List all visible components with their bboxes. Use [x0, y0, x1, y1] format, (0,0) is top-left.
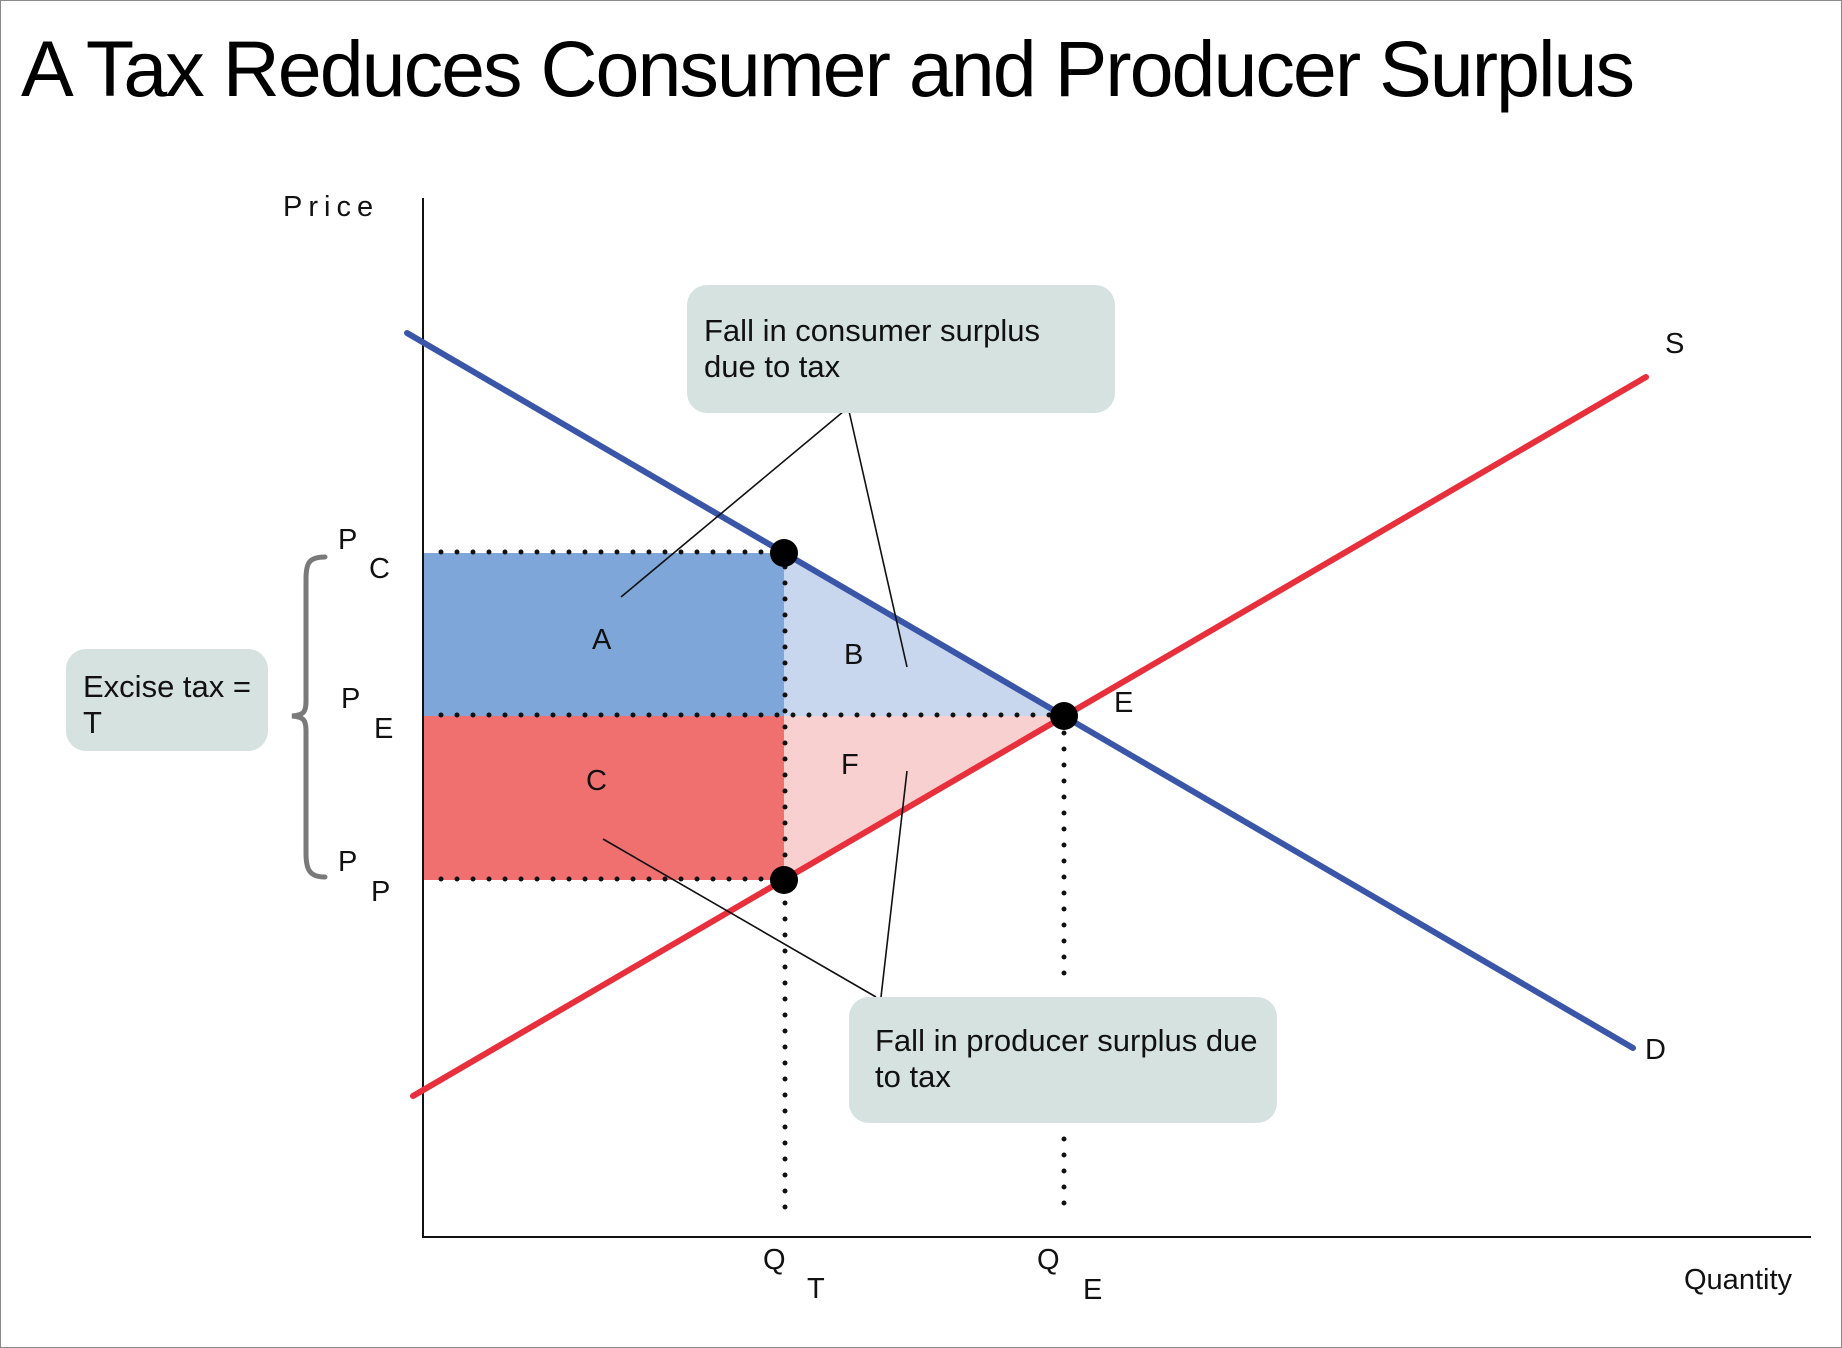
- demand-label: D: [1645, 1034, 1666, 1066]
- supply-curve: [410, 374, 1649, 1099]
- x-axis-label: Quantity: [1684, 1264, 1792, 1296]
- consumer-pointer-b: [848, 410, 908, 668]
- pp-label-main: P: [338, 846, 357, 878]
- consumer-pointer-a: [620, 410, 845, 598]
- region-a-label: A: [592, 624, 612, 656]
- y-axis-label: Price: [283, 191, 379, 223]
- region-b-label: B: [844, 639, 863, 671]
- region-a-consumer-rect: [423, 553, 784, 716]
- qt-label-main: Q: [763, 1244, 786, 1276]
- supply-label: S: [1665, 328, 1684, 360]
- excise-tax-callout: Excise tax = T: [66, 649, 268, 751]
- qe-label-sub: E: [1083, 1274, 1102, 1306]
- pe-label-sub: E: [374, 713, 393, 745]
- region-c-label: C: [586, 765, 607, 797]
- pp-label-sub: P: [371, 876, 390, 908]
- point-producer-price: [770, 866, 798, 894]
- region-c-producer-rect: [423, 716, 784, 880]
- slide-title: A Tax Reduces Consumer and Producer Surp…: [21, 24, 1635, 113]
- demand-curve: [404, 330, 1636, 1051]
- point-consumer-price: [770, 539, 798, 567]
- pe-label-main: P: [341, 683, 360, 715]
- consumer-surplus-callout: Fall in consumer surplus due to tax: [687, 285, 1115, 413]
- pc-label-main: P: [338, 524, 357, 556]
- qe-label-main: Q: [1037, 1244, 1060, 1276]
- producer-pointer-f: [880, 770, 908, 998]
- dotted-guides: [438, 549, 1067, 1220]
- equilibrium-label: E: [1114, 687, 1133, 719]
- pc-label-sub: C: [369, 553, 390, 585]
- region-f-label: F: [841, 749, 859, 781]
- tax-brace: [291, 554, 328, 880]
- callout-pointers: [602, 410, 908, 998]
- producer-surplus-callout: Fall in producer surplus due to tax: [849, 997, 1277, 1123]
- point-equilibrium: [1050, 702, 1078, 730]
- qt-label-sub: T: [807, 1273, 825, 1305]
- producer-pointer-c: [602, 838, 877, 998]
